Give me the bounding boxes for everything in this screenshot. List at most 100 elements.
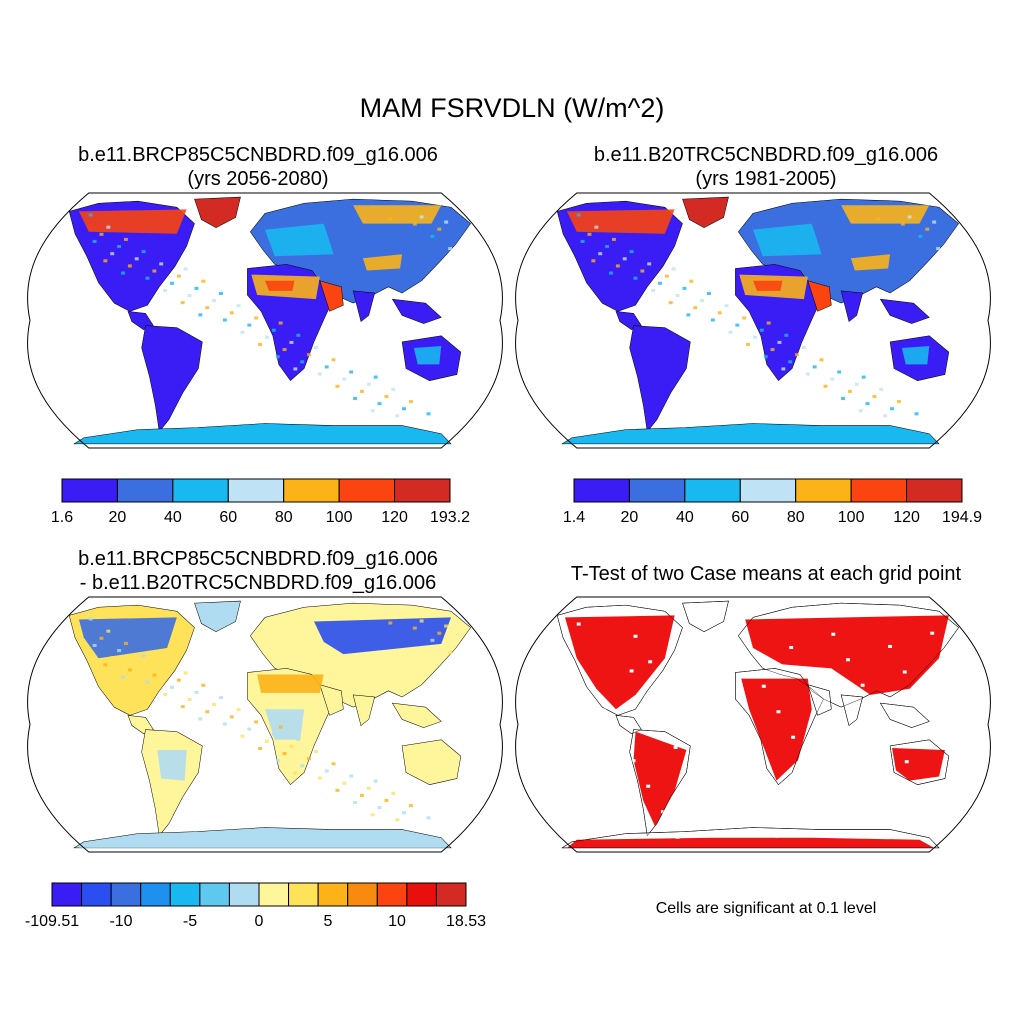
grid-cell	[766, 321, 771, 325]
colorbar-label: -5	[183, 913, 197, 930]
grid-cell	[879, 387, 884, 391]
colorbar-historical: 1.4 20 40 60 80 100 120 194.9	[563, 478, 982, 526]
grid-cell	[152, 269, 157, 273]
grid-cell	[183, 267, 188, 271]
africa-decrease	[265, 709, 305, 740]
tibet-high	[850, 254, 891, 271]
grid-cell	[591, 259, 596, 263]
grid-cell	[576, 213, 581, 217]
grid-cell	[805, 372, 810, 376]
grid-cell	[121, 271, 125, 275]
nonsignificant-cell	[618, 823, 623, 827]
grid-cell	[426, 412, 431, 416]
grid-cell	[377, 806, 382, 810]
nonsignificant-cell	[690, 646, 695, 651]
grid-cell	[103, 663, 108, 667]
grid-cell	[124, 641, 128, 645]
grid-cell	[258, 342, 263, 346]
grid-cell	[682, 286, 687, 290]
nonsignificant-cell	[659, 720, 663, 724]
panel-title-future: b.e11.BRCP85C5CNBDRD.f09_g16.006 (yrs 20…	[0, 143, 516, 191]
grid-cell	[134, 257, 139, 261]
tibet-high	[362, 254, 403, 271]
grid-cell	[689, 279, 694, 283]
grid-cell	[187, 293, 192, 298]
map-historical	[515, 192, 991, 449]
grid-cell	[430, 234, 435, 238]
nonsignificant-cell	[873, 833, 878, 837]
grid-cell	[289, 744, 294, 748]
grid-cell	[914, 412, 919, 416]
map-difference	[27, 596, 503, 853]
nonsignificant-cell	[703, 796, 707, 800]
colorbar-box	[317, 882, 349, 907]
grid-cell	[830, 377, 835, 381]
europe-mid	[265, 223, 334, 257]
grid-cell	[918, 234, 923, 238]
grid-cell	[437, 631, 442, 635]
grid-cell	[384, 798, 389, 803]
sahara-increase	[257, 674, 324, 693]
grid-cell	[883, 414, 888, 418]
grid-cell	[282, 752, 287, 756]
grid-cell	[282, 348, 287, 352]
nonsignificant-cell	[648, 660, 653, 664]
arctic-canada-high	[78, 209, 187, 234]
nonsignificant-cell	[803, 671, 808, 675]
grid-cell	[342, 781, 347, 785]
grid-cell	[759, 328, 764, 332]
grid-cell	[359, 793, 364, 797]
colorbar-box	[258, 882, 290, 907]
grid-cell	[265, 335, 269, 339]
grid-cell	[795, 353, 800, 357]
colorbar-label: 0	[255, 913, 264, 930]
nonsignificant-cell	[715, 732, 720, 736]
grid-cell	[205, 306, 210, 310]
grid-cell	[419, 215, 424, 219]
grid-cell	[936, 247, 941, 251]
sahara-peak	[753, 280, 783, 291]
grid-cell	[271, 328, 276, 332]
grid-cell	[907, 215, 912, 219]
nonsignificant-cell	[701, 707, 706, 711]
grid-cell	[370, 813, 375, 817]
grid-cell	[384, 394, 389, 399]
grid-cell	[296, 333, 301, 337]
panel-title-historical-line1: b.e11.B20TRC5CNBDRD.f09_g16.006	[593, 144, 939, 166]
grid-cell	[847, 389, 852, 393]
grid-cell	[444, 220, 449, 224]
grid-cell	[615, 264, 620, 268]
nonsignificant-cell	[604, 797, 609, 801]
colorbar-label: 5	[324, 913, 333, 930]
grid-cell	[335, 384, 340, 388]
grid-cell	[180, 705, 185, 709]
grid-cell	[254, 720, 259, 724]
nonsignificant-cell	[831, 632, 836, 636]
grid-cell	[587, 232, 592, 236]
nonsignificant-cell	[944, 657, 949, 661]
colorbar-box	[110, 882, 142, 907]
grid-cell	[88, 213, 93, 217]
colorbar-box	[116, 478, 174, 503]
colorbar-label: 193.2	[430, 509, 470, 526]
grid-cell	[194, 690, 199, 694]
grid-cell	[819, 358, 824, 362]
grid-cell	[331, 358, 336, 362]
grid-cell	[746, 342, 751, 346]
grid-cell	[890, 407, 894, 411]
grid-cell	[366, 382, 371, 386]
grid-cell	[313, 750, 318, 754]
nonsignificant-cell	[589, 772, 594, 776]
grid-cell	[275, 355, 280, 359]
grid-cell	[335, 788, 340, 792]
grid-cell	[271, 732, 276, 736]
grid-cell	[896, 400, 901, 404]
grid-cell	[609, 271, 613, 275]
grid-cell	[159, 262, 164, 266]
grid-cell	[159, 666, 164, 670]
grid-cell	[664, 274, 669, 278]
colorbar-label: 40	[164, 509, 182, 526]
grid-cell	[201, 683, 206, 687]
panel-title-future-line1: b.e11.BRCP85C5CNBDRD.f09_g16.006	[78, 144, 438, 166]
nonsignificant-cell	[890, 734, 894, 738]
